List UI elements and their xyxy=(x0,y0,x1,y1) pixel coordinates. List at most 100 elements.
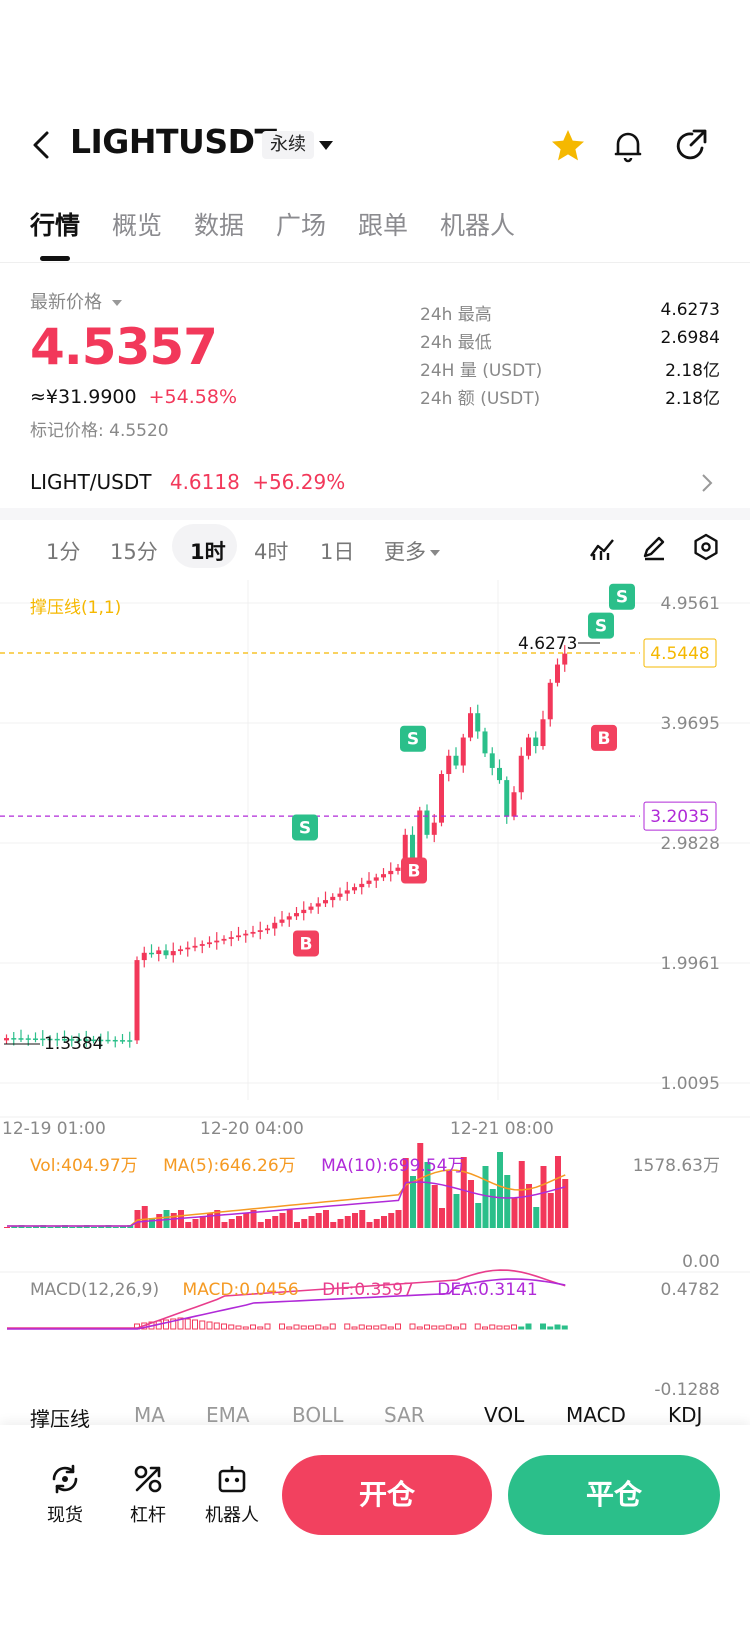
macd-histogram-bar xyxy=(279,1323,285,1330)
signal-label: S xyxy=(616,588,628,608)
timeframe-3[interactable]: 4时 xyxy=(254,540,289,564)
indicator-tab-6[interactable]: MACD xyxy=(566,1403,626,1427)
tab-1[interactable]: 概览 xyxy=(112,211,163,240)
candle-body xyxy=(236,935,241,938)
chevron-right-icon[interactable] xyxy=(700,472,714,494)
timeframe-5[interactable]: 更多 xyxy=(384,536,440,566)
cny-price: ≈¥31.9900 xyxy=(30,386,137,408)
macd-histogram-bar xyxy=(431,1325,438,1330)
tab-4[interactable]: 跟单 xyxy=(358,211,409,240)
cny-price-row: ≈¥31.9900 +54.58% xyxy=(30,386,237,408)
kline-chart[interactable]: 4.9561 3.9695 2.9828 1.9961 1.0095 12-19 01:0… xyxy=(0,580,750,1400)
tab-2[interactable]: 数据 xyxy=(194,211,245,240)
macd-histogram-bar xyxy=(228,1324,235,1330)
macd-histogram-bar xyxy=(221,1323,227,1330)
timeframe-1[interactable]: 15分 xyxy=(110,540,158,564)
nav-robot[interactable]: 机器人 xyxy=(200,1462,264,1527)
star-icon[interactable] xyxy=(548,126,588,166)
indicator-tab-7[interactable]: KDJ xyxy=(668,1403,703,1427)
chart-settings-icon[interactable] xyxy=(692,533,720,561)
volume-bar xyxy=(482,1166,489,1228)
macd-histogram-bar xyxy=(170,1318,177,1330)
macd-min-label: -0.1288 xyxy=(654,1380,720,1400)
tab-3[interactable]: 广场 xyxy=(276,211,327,240)
macd-histogram-bar xyxy=(300,1325,307,1330)
volume-bar xyxy=(417,1143,424,1228)
symbol-title[interactable]: LIGHTUSDT xyxy=(70,122,277,161)
volume-bar xyxy=(439,1208,445,1228)
volume-bar xyxy=(562,1179,569,1228)
timeframe-0[interactable]: 1分 xyxy=(46,540,81,564)
symbol-dropdown-icon[interactable] xyxy=(319,141,333,150)
volume-bar xyxy=(359,1210,366,1228)
x-tick-label: 12-20 04:00 xyxy=(200,1119,304,1139)
nav-leverage[interactable]: 杠杆 xyxy=(123,1462,173,1527)
spot-pair-row[interactable]: LIGHT/USDT 4.6118 +56.29% xyxy=(30,470,345,494)
volume-bar xyxy=(243,1213,250,1228)
timeframe-4[interactable]: 1日 xyxy=(320,540,355,564)
stat-value: 2.6984 xyxy=(660,328,720,348)
signal-marker xyxy=(588,612,614,639)
candle-body xyxy=(453,755,459,766)
candle-body xyxy=(359,883,365,888)
indicator-tab-0[interactable]: 撑压线 xyxy=(30,1407,90,1431)
bell-icon[interactable] xyxy=(608,126,648,166)
volume-bar xyxy=(402,1158,409,1228)
volume-bar xyxy=(149,1218,155,1228)
volume-bar xyxy=(156,1214,163,1228)
volume-bar xyxy=(373,1219,380,1228)
indicator-icon[interactable] xyxy=(588,534,616,562)
candle-body xyxy=(54,1038,60,1041)
volume-bar xyxy=(330,1222,337,1228)
candle-body xyxy=(207,942,212,945)
stat-value: 2.18亿 xyxy=(665,361,720,381)
candle-body xyxy=(337,893,343,897)
volume-bar xyxy=(540,1166,547,1228)
tab-0[interactable]: 行情 xyxy=(30,211,81,240)
volume-bar xyxy=(47,1227,54,1228)
volume-bar xyxy=(453,1194,460,1228)
candle-body xyxy=(185,947,191,950)
tab-5[interactable]: 机器人 xyxy=(440,211,516,240)
candle-body xyxy=(388,870,394,875)
indicator-tab-5[interactable]: VOL xyxy=(484,1403,525,1427)
macd-histogram-bar xyxy=(373,1325,380,1330)
volume-bar xyxy=(315,1213,322,1228)
macd-histogram-bar xyxy=(293,1324,300,1330)
nav-spot[interactable]: 现货 xyxy=(40,1462,90,1527)
candle-body xyxy=(76,1039,82,1041)
dea-value: DEA:0.3141 xyxy=(437,1280,538,1300)
section-spacer xyxy=(0,508,750,520)
indicator-tab-1[interactable]: MA xyxy=(134,1403,165,1427)
timeframe-2[interactable]: 1时 xyxy=(190,540,226,564)
candle-body xyxy=(250,931,256,934)
signal-label: S xyxy=(407,730,419,750)
volume-bar xyxy=(431,1185,438,1228)
candle-body xyxy=(330,896,336,901)
close-position-button[interactable]: 平仓 xyxy=(508,1455,720,1535)
indicator-tab-2[interactable]: EMA xyxy=(206,1403,250,1427)
back-icon[interactable] xyxy=(30,130,52,160)
volume-bar xyxy=(170,1213,177,1228)
indicator-tab-4[interactable]: SAR xyxy=(384,1403,425,1427)
robot-icon xyxy=(218,1466,246,1493)
y-tick-label: 1.9961 xyxy=(661,954,720,974)
open-position-button[interactable]: 开仓 xyxy=(282,1455,492,1535)
volume-bar xyxy=(301,1219,308,1228)
draw-tool-icon[interactable] xyxy=(640,533,668,561)
volume-legend: Vol:404.97万 MA(5):646.26万 MA(10):699.54万 xyxy=(30,1151,464,1176)
volume-bar xyxy=(410,1176,416,1228)
latest-price-label[interactable]: 最新价格 xyxy=(30,288,122,314)
macd-histogram-bar xyxy=(315,1324,322,1330)
indicator-tab-3[interactable]: BOLL xyxy=(292,1403,344,1427)
candle-body xyxy=(4,1038,9,1041)
volume-bar xyxy=(134,1210,141,1228)
vol-ma10-label: MA(10):699.54万 xyxy=(321,1156,465,1176)
volume-bar xyxy=(518,1161,525,1228)
volume-bar xyxy=(344,1216,351,1228)
candle-body xyxy=(526,737,531,756)
share-icon[interactable] xyxy=(672,126,712,166)
volume-bar xyxy=(388,1213,395,1228)
volume-bar xyxy=(381,1216,387,1228)
macd-dif-line xyxy=(7,1269,566,1329)
